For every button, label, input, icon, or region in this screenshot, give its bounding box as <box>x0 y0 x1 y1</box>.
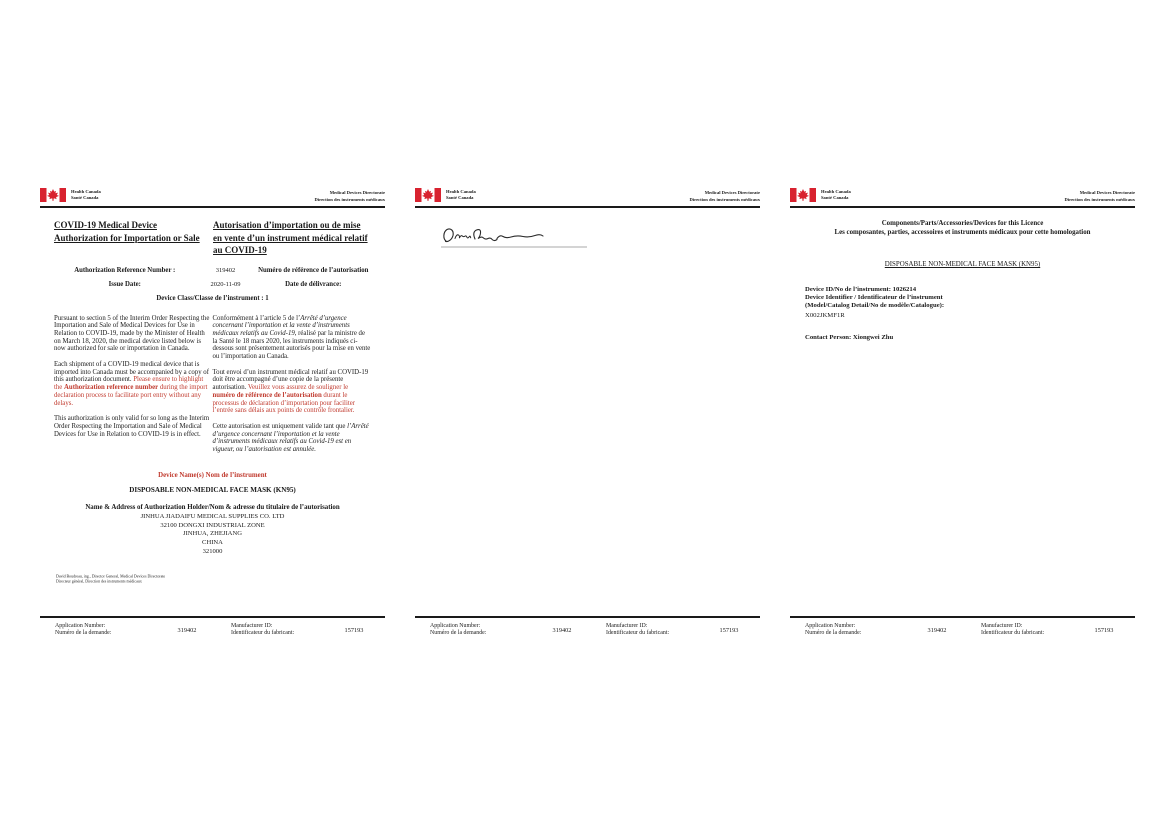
components-heading-fr: Les composantes, parties, accessoires et… <box>834 228 1091 236</box>
page-footer: Application Number: Numéro de la demande… <box>40 616 385 637</box>
application-number-label-en: Application Number: <box>55 623 106 629</box>
title-english: COVID-19 Medical Device Authorization fo… <box>54 220 200 243</box>
dept-name-fr: Santé Canada <box>71 195 99 200</box>
dept-name-fr: Santé Canada <box>821 195 849 200</box>
device-name: DISPOSABLE NON-MEDICAL FACE MASK (KN95) <box>884 261 1041 268</box>
device-identifier-line-1: Device Identifier / Identificateur de l’… <box>805 294 943 302</box>
body-english-column: Pursuant to section 5 of the Interim Ord… <box>54 315 213 462</box>
paragraph-fr-3: Cette autorisation est uniquement valide… <box>212 422 369 454</box>
device-identifier-line-2: (Model/Catalog Detail/No de modèle/Catal… <box>805 302 945 310</box>
application-number-value: 319402 <box>927 626 947 634</box>
directorate-fr: Direction des instruments médicaux <box>689 196 760 202</box>
device-name: DISPOSABLE NON-MEDICAL FACE MASK (KN95) <box>129 485 296 494</box>
device-name-heading: Device Name(s) Nom de l’instrument <box>158 471 267 479</box>
manufacturer-id-label-fr: Identificateur du fabricant: <box>606 630 670 636</box>
device-detail-block: Device ID/No de l’instrument: 1026214 De… <box>805 286 1135 342</box>
header-rule <box>790 206 1135 208</box>
components-heading: Components/Parts/Accessories/Devices for… <box>796 220 1129 237</box>
canada-flag-icon <box>790 188 816 202</box>
holder-line: CHINA <box>202 539 223 547</box>
device-id-line: Device ID/No de l’instrument: 1026214 <box>805 286 917 293</box>
paragraph-fr-1: Conformément à l’article 5 de l’Arrêté d… <box>212 314 371 361</box>
manufacturer-id-label-en: Manufacturer ID: <box>231 623 273 629</box>
paragraph-en-3: This authorization is only valid for so … <box>54 415 210 438</box>
handwritten-signature-icon <box>441 228 587 248</box>
holder-line: 32100 DONGXI INDUSTRIAL ZONE <box>160 521 265 529</box>
header-rule <box>415 206 760 208</box>
page-header: Health Canada Santé Canada Medical Devic… <box>40 188 385 203</box>
directorate-en: Medical Devices Directorate <box>329 190 385 195</box>
dept-name-fr: Santé Canada <box>446 195 474 200</box>
directorate-en: Medical Devices Directorate <box>704 190 760 195</box>
reference-section: Authorization Reference Number : 319402 … <box>50 267 375 302</box>
signatory-line-1: David Boudreau, ing., Director General, … <box>56 574 166 579</box>
directorate-fr: Direction des instruments médicaux <box>1064 196 1135 202</box>
dept-name-en: Health Canada <box>71 188 101 194</box>
auth-ref-value: 319402 <box>215 266 236 274</box>
directorate-en: Medical Devices Directorate <box>1079 190 1135 195</box>
holder-address: JINHUA JIADAIFU MEDICAL SUPPLIES CO. LTD… <box>40 513 385 557</box>
manufacturer-id-label-fr: Identificateur du fabricant: <box>981 630 1045 636</box>
application-number-value: 319402 <box>552 626 572 634</box>
manufacturer-id-value: 157193 <box>719 626 739 634</box>
model-catalog-value: X002JKMF1R <box>805 311 845 319</box>
issue-date-value: 2020-11-09 <box>210 280 241 288</box>
footer-rule <box>790 616 1135 618</box>
signature-block <box>439 222 599 250</box>
application-number-label-fr: Numéro de la demande: <box>430 630 487 636</box>
holder-line: 321000 <box>202 547 223 555</box>
dept-name-en: Health Canada <box>821 188 851 194</box>
manufacturer-id-value: 157193 <box>344 626 364 634</box>
holder-heading: Name & Address of Authorization Holder/N… <box>85 503 340 511</box>
page-header: Health Canada Santé Canada Medical Devic… <box>415 188 760 203</box>
paragraph-en-2: Each shipment of a COVID-19 medical devi… <box>54 361 209 407</box>
application-number-value: 319402 <box>177 626 197 634</box>
contact-person-line: Contact Person: Xiongwei Zhu <box>805 333 894 341</box>
manufacturer-id-label-fr: Identificateur du fabricant: <box>231 630 295 636</box>
directorate-fr: Direction des instruments médicaux <box>314 196 385 202</box>
device-class-line: Device Class/Classe de l’instrument : 1 <box>156 294 269 302</box>
signatory-line-2: Directeur général, Direction des instrum… <box>56 578 142 584</box>
application-number-label-en: Application Number: <box>805 623 856 629</box>
title-french: Autorisation d’importation ou de mise en… <box>213 220 368 255</box>
paragraph-en-1: Pursuant to section 5 of the Interim Ord… <box>54 314 210 353</box>
components-heading-en: Components/Parts/Accessories/Devices for… <box>881 220 1044 227</box>
manufacturer-id-label-en: Manufacturer ID: <box>981 623 1023 629</box>
auth-ref-label-fr: Numéro de référence de l’autorisation <box>258 266 369 274</box>
document-page-2: Health Canada Santé Canada Medical Devic… <box>415 188 760 637</box>
manufacturer-id-label-en: Manufacturer ID: <box>606 623 648 629</box>
canada-flag-icon <box>40 188 66 202</box>
application-number-label-en: Application Number: <box>430 623 481 629</box>
issue-date-label-en: Issue Date: <box>108 280 141 288</box>
auth-ref-label-en: Authorization Reference Number : <box>74 266 176 274</box>
footer-rule <box>415 616 760 618</box>
manufacturer-id-value: 157193 <box>1094 626 1114 634</box>
application-number-label-fr: Numéro de la demande: <box>55 630 112 636</box>
canada-flag-icon <box>415 188 441 202</box>
application-number-label-fr: Numéro de la demande: <box>805 630 862 636</box>
page-header: Health Canada Santé Canada Medical Devic… <box>790 188 1135 203</box>
footer-rule <box>40 616 385 618</box>
signatory-block: David Boudreau, ing., Director General, … <box>56 574 241 584</box>
document-page-1: Health Canada Santé Canada Medical Devic… <box>40 188 385 637</box>
body-french-column: Conformément à l’article 5 de l’Arrêté d… <box>213 315 372 462</box>
paragraph-fr-2: Tout envoi d’un instrument médical relat… <box>212 368 369 415</box>
page-footer: Application Number: Numéro de la demande… <box>790 616 1135 637</box>
holder-line: JINHUA, ZHEJIANG <box>183 530 242 538</box>
page-footer: Application Number: Numéro de la demande… <box>415 616 760 637</box>
document-page-3: Health Canada Santé Canada Medical Devic… <box>790 188 1135 637</box>
holder-line: JINHUA JIADAIFU MEDICAL SUPPLIES CO. LTD <box>140 512 285 520</box>
issue-date-label-fr: Date de délivrance: <box>285 280 342 288</box>
header-rule <box>40 206 385 208</box>
dept-name-en: Health Canada <box>446 188 476 194</box>
